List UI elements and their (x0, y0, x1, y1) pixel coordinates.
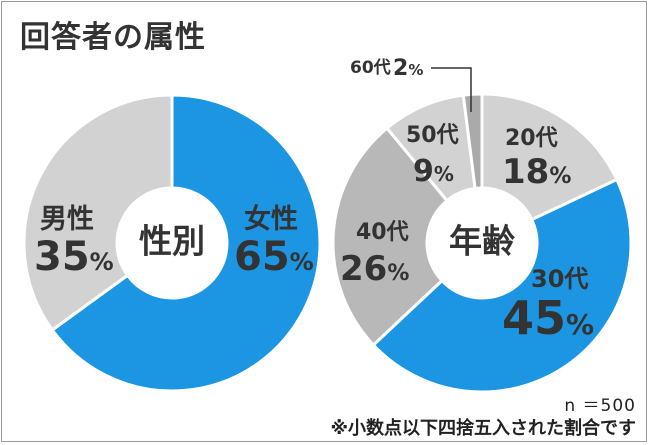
chart-title: 回答者の属性 (20, 20, 206, 55)
slice-label-male: 男性 (40, 204, 94, 235)
pie-gender (22, 93, 322, 393)
gender-slice-0 (50, 93, 322, 393)
slice-label-30s: 30代 (531, 265, 588, 293)
age-slice-0 (480, 92, 619, 222)
slice-label-female: 女性 (244, 203, 298, 235)
leader-line-60s (431, 67, 472, 112)
age-slice-1 (371, 177, 633, 394)
age-slice-2 (331, 126, 450, 348)
slice-value-20s: 18% (502, 152, 571, 192)
gender-slice-1 (22, 93, 174, 333)
slice-value-female: 65% (234, 234, 314, 280)
slice-value-60s: 2% (393, 56, 423, 81)
slice-label-60s: 60代 (350, 57, 391, 78)
center-label-gender: 性別 (139, 222, 205, 261)
slice-value-50s: 9% (413, 154, 454, 189)
footnote: ※小数点以下四捨五入された割合です (330, 418, 637, 439)
slice-value-male: 35% (34, 234, 114, 280)
age-slice-4 (461, 92, 484, 191)
slice-value-40s: 26% (340, 249, 409, 289)
slice-label-40s: 40代 (356, 220, 409, 245)
center-label-age: 年齢 (449, 222, 515, 261)
slice-value-30s: 45% (502, 291, 594, 345)
pie-age (331, 92, 633, 394)
sample-size: n ＝500 (564, 396, 636, 416)
slice-label-20s: 20代 (505, 126, 558, 151)
slice-label-50s: 50代 (406, 123, 459, 148)
